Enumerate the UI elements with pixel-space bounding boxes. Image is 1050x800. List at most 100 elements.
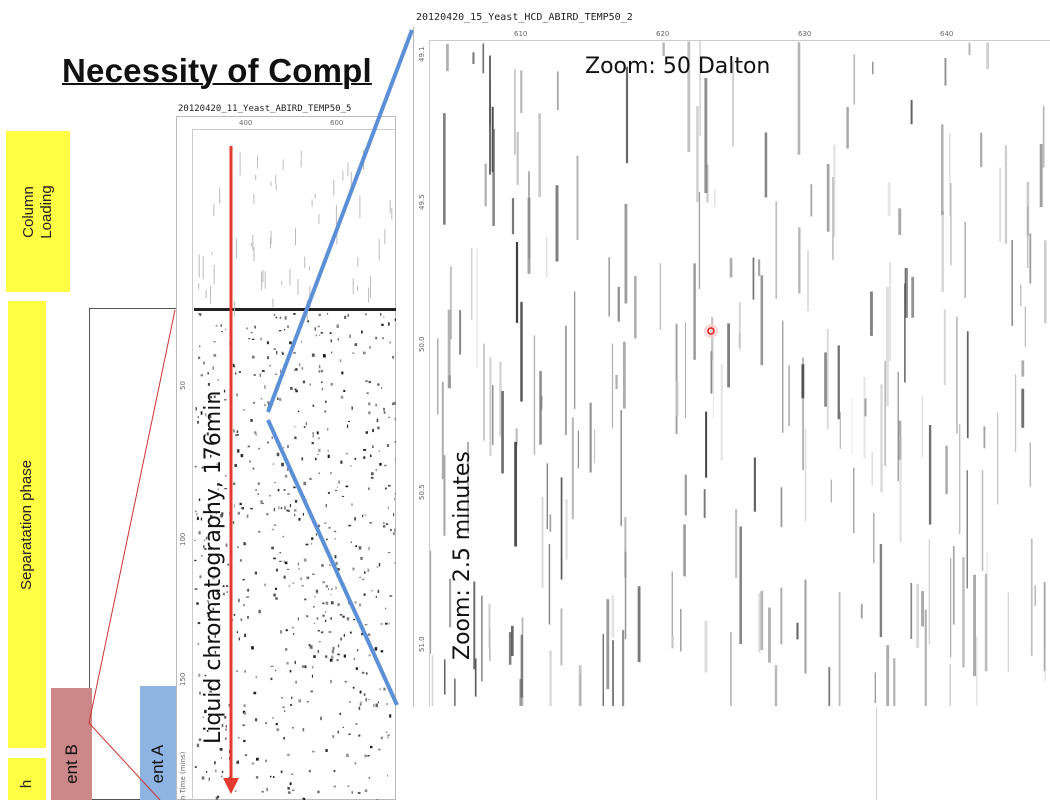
heatmap-streak — [704, 78, 708, 193]
heatmap-streak — [986, 552, 989, 574]
heatmap-dot — [239, 502, 242, 506]
zoom-map-ytick: 49.5 — [418, 194, 426, 210]
heatmap-dot — [394, 441, 396, 443]
heatmap-streak — [499, 361, 502, 437]
heatmap-dot — [221, 757, 222, 759]
heatmap-dot — [295, 228, 296, 246]
heatmap-streak — [1024, 306, 1026, 347]
phase-separation: Separatation phase — [8, 301, 46, 748]
heatmap-streak — [1034, 585, 1036, 607]
heatmap-streak — [874, 672, 876, 704]
heatmap-dot — [287, 791, 291, 794]
heatmap-streak — [924, 609, 927, 706]
heatmap-streak — [910, 100, 913, 125]
heatmap-streak — [1029, 442, 1031, 487]
heatmap-streak — [950, 558, 952, 658]
heatmap-dot — [330, 617, 332, 620]
heatmap-streak — [986, 42, 989, 69]
heatmap-dot — [284, 316, 287, 320]
heatmap-dot — [390, 529, 392, 531]
heatmap-dot — [291, 696, 293, 699]
heatmap-dot — [315, 334, 318, 337]
heatmap-streak — [574, 291, 576, 409]
heatmap-dot — [344, 315, 347, 319]
heatmap-dot — [301, 457, 304, 461]
heatmap-dot — [206, 432, 209, 436]
heatmap-dot — [355, 667, 358, 670]
heatmap-streak — [962, 557, 965, 668]
heatmap-dot — [253, 246, 255, 262]
heatmap-dot — [371, 472, 374, 476]
heatmap-dot — [205, 413, 207, 417]
heatmap-dot — [216, 795, 220, 799]
heatmap-dot — [346, 753, 349, 757]
heatmap-dot — [194, 588, 198, 591]
heatmap-streak — [720, 364, 723, 461]
heatmap-dot — [318, 313, 321, 316]
heatmap-dot — [317, 650, 320, 653]
heatmap-dot — [199, 345, 201, 348]
heatmap-dot — [225, 543, 228, 547]
heatmap-streak — [693, 263, 696, 360]
heatmap-dot — [379, 462, 382, 466]
heatmap-streak — [698, 192, 701, 289]
heatmap-dot — [221, 331, 223, 333]
heatmap-dot — [352, 278, 354, 294]
heatmap-dot — [341, 495, 345, 497]
heatmap-streak — [662, 42, 665, 57]
heatmap-dot — [299, 363, 301, 367]
heatmap-dot — [354, 762, 357, 765]
heatmap-streak — [481, 595, 483, 682]
heatmap-streak — [520, 634, 523, 698]
heatmap-dot — [342, 726, 344, 728]
heatmap-dot — [372, 445, 374, 448]
heatmap-dot — [335, 489, 337, 492]
heatmap-dot — [196, 516, 199, 521]
phase-wash-label: h — [18, 779, 35, 789]
heatmap-dot — [294, 426, 296, 428]
heatmap-dot — [311, 441, 314, 445]
heatmap-dot — [306, 300, 308, 321]
heatmap-dot — [194, 510, 197, 513]
heatmap-streak — [565, 499, 568, 560]
heatmap-dot — [342, 170, 344, 181]
heatmap-dot — [350, 171, 352, 191]
heatmap-dot — [386, 444, 389, 447]
heatmap-dot — [376, 566, 379, 568]
phase-separation-label: Separatation phase — [18, 459, 35, 590]
heatmap-streak — [606, 599, 610, 690]
heatmap-dot — [366, 392, 369, 394]
heatmap-streak — [489, 357, 492, 456]
heatmap-dot — [209, 690, 212, 693]
heatmap-dot — [349, 631, 352, 634]
solvent-a-bar: ent A — [140, 686, 176, 800]
heatmap-streak — [956, 316, 958, 434]
heatmap-streak — [710, 351, 713, 394]
heatmap-dot — [383, 407, 385, 411]
heatmap-dot — [315, 589, 319, 592]
heatmap-dot — [293, 352, 296, 354]
heatmap-dot — [236, 670, 239, 672]
heatmap-dot — [311, 543, 313, 545]
heatmap-dot — [363, 693, 366, 696]
heatmap-dot — [277, 489, 280, 492]
heatmap-dot — [327, 313, 329, 315]
heatmap-dot — [286, 467, 289, 471]
heatmap-streak — [516, 131, 519, 185]
heatmap-streak — [860, 604, 863, 619]
heatmap-dot — [275, 174, 277, 185]
heatmap-streak — [489, 55, 491, 175]
heatmap-streak — [801, 364, 805, 399]
heatmap-dot — [348, 420, 350, 422]
heatmap-dot — [359, 603, 361, 607]
heatmap-dot — [318, 472, 320, 474]
heatmap-dot — [382, 525, 386, 528]
heatmap-dot — [386, 703, 388, 705]
heatmap-dot — [313, 655, 316, 658]
heatmap-dot — [197, 421, 199, 424]
heatmap-streak — [675, 382, 679, 417]
heatmap-dot — [196, 513, 198, 516]
heatmap-streak — [446, 43, 449, 72]
heatmap-streak — [826, 329, 829, 430]
heatmap-dot — [351, 503, 353, 506]
